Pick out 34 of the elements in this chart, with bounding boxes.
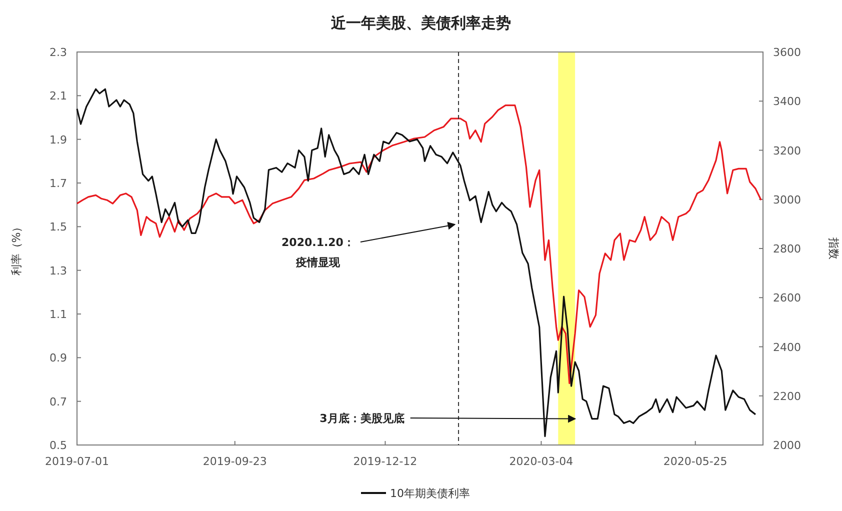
annotation: 疫情显现: [295, 256, 341, 269]
y-tick-label: 1.1: [50, 308, 67, 321]
x-tick-label: 2020-05-25: [663, 455, 728, 468]
y-tick-label: 1.9: [50, 133, 67, 146]
y-tick-label: 1.7: [50, 177, 67, 190]
y2-tick-label: 2200: [773, 390, 801, 403]
y2-tick-label: 2600: [773, 292, 801, 305]
y-tick-label: 2.3: [50, 46, 67, 59]
line-series: [76, 88, 756, 438]
y-tick-label: 0.7: [50, 395, 67, 408]
chart-title: 近一年美股、美债利率走势: [330, 14, 511, 32]
y2-tick-label: 2000: [773, 439, 801, 452]
y-tick-label: 2.1: [50, 90, 67, 103]
y2-tick-label: 3000: [773, 193, 801, 206]
x-tick-label: 2019-09-23: [202, 455, 267, 468]
x-tick-label: 2020-03-04: [509, 455, 574, 468]
y-tick-label: 1.3: [50, 264, 67, 278]
y-tick-label: 0.9: [50, 352, 67, 365]
y2-axis-title: 指数: [827, 236, 840, 260]
legend-label: 10年期美债利率: [390, 487, 470, 500]
y2-tick-label: 3600: [773, 46, 801, 59]
x-tick-label: 2019-12-12: [353, 455, 418, 468]
x-tick-label: 2019-07-01: [45, 455, 109, 468]
y2-tick-label: 3200: [773, 144, 801, 158]
line-series: [76, 104, 762, 384]
y-tick-label: 1.5: [50, 220, 67, 234]
y2-tick-label: 2400: [773, 340, 801, 354]
legend: 10年期美债利率: [361, 487, 470, 500]
y2-tick-label: 3400: [773, 95, 801, 108]
y2-tick-label: 2800: [773, 242, 801, 256]
y-tick-label: 0.5: [50, 439, 67, 452]
annotation: 2020.1.20：: [282, 236, 354, 249]
annotation: 3月底：美股见底: [320, 412, 404, 425]
y-axis-title: 利率（%）: [10, 221, 23, 276]
